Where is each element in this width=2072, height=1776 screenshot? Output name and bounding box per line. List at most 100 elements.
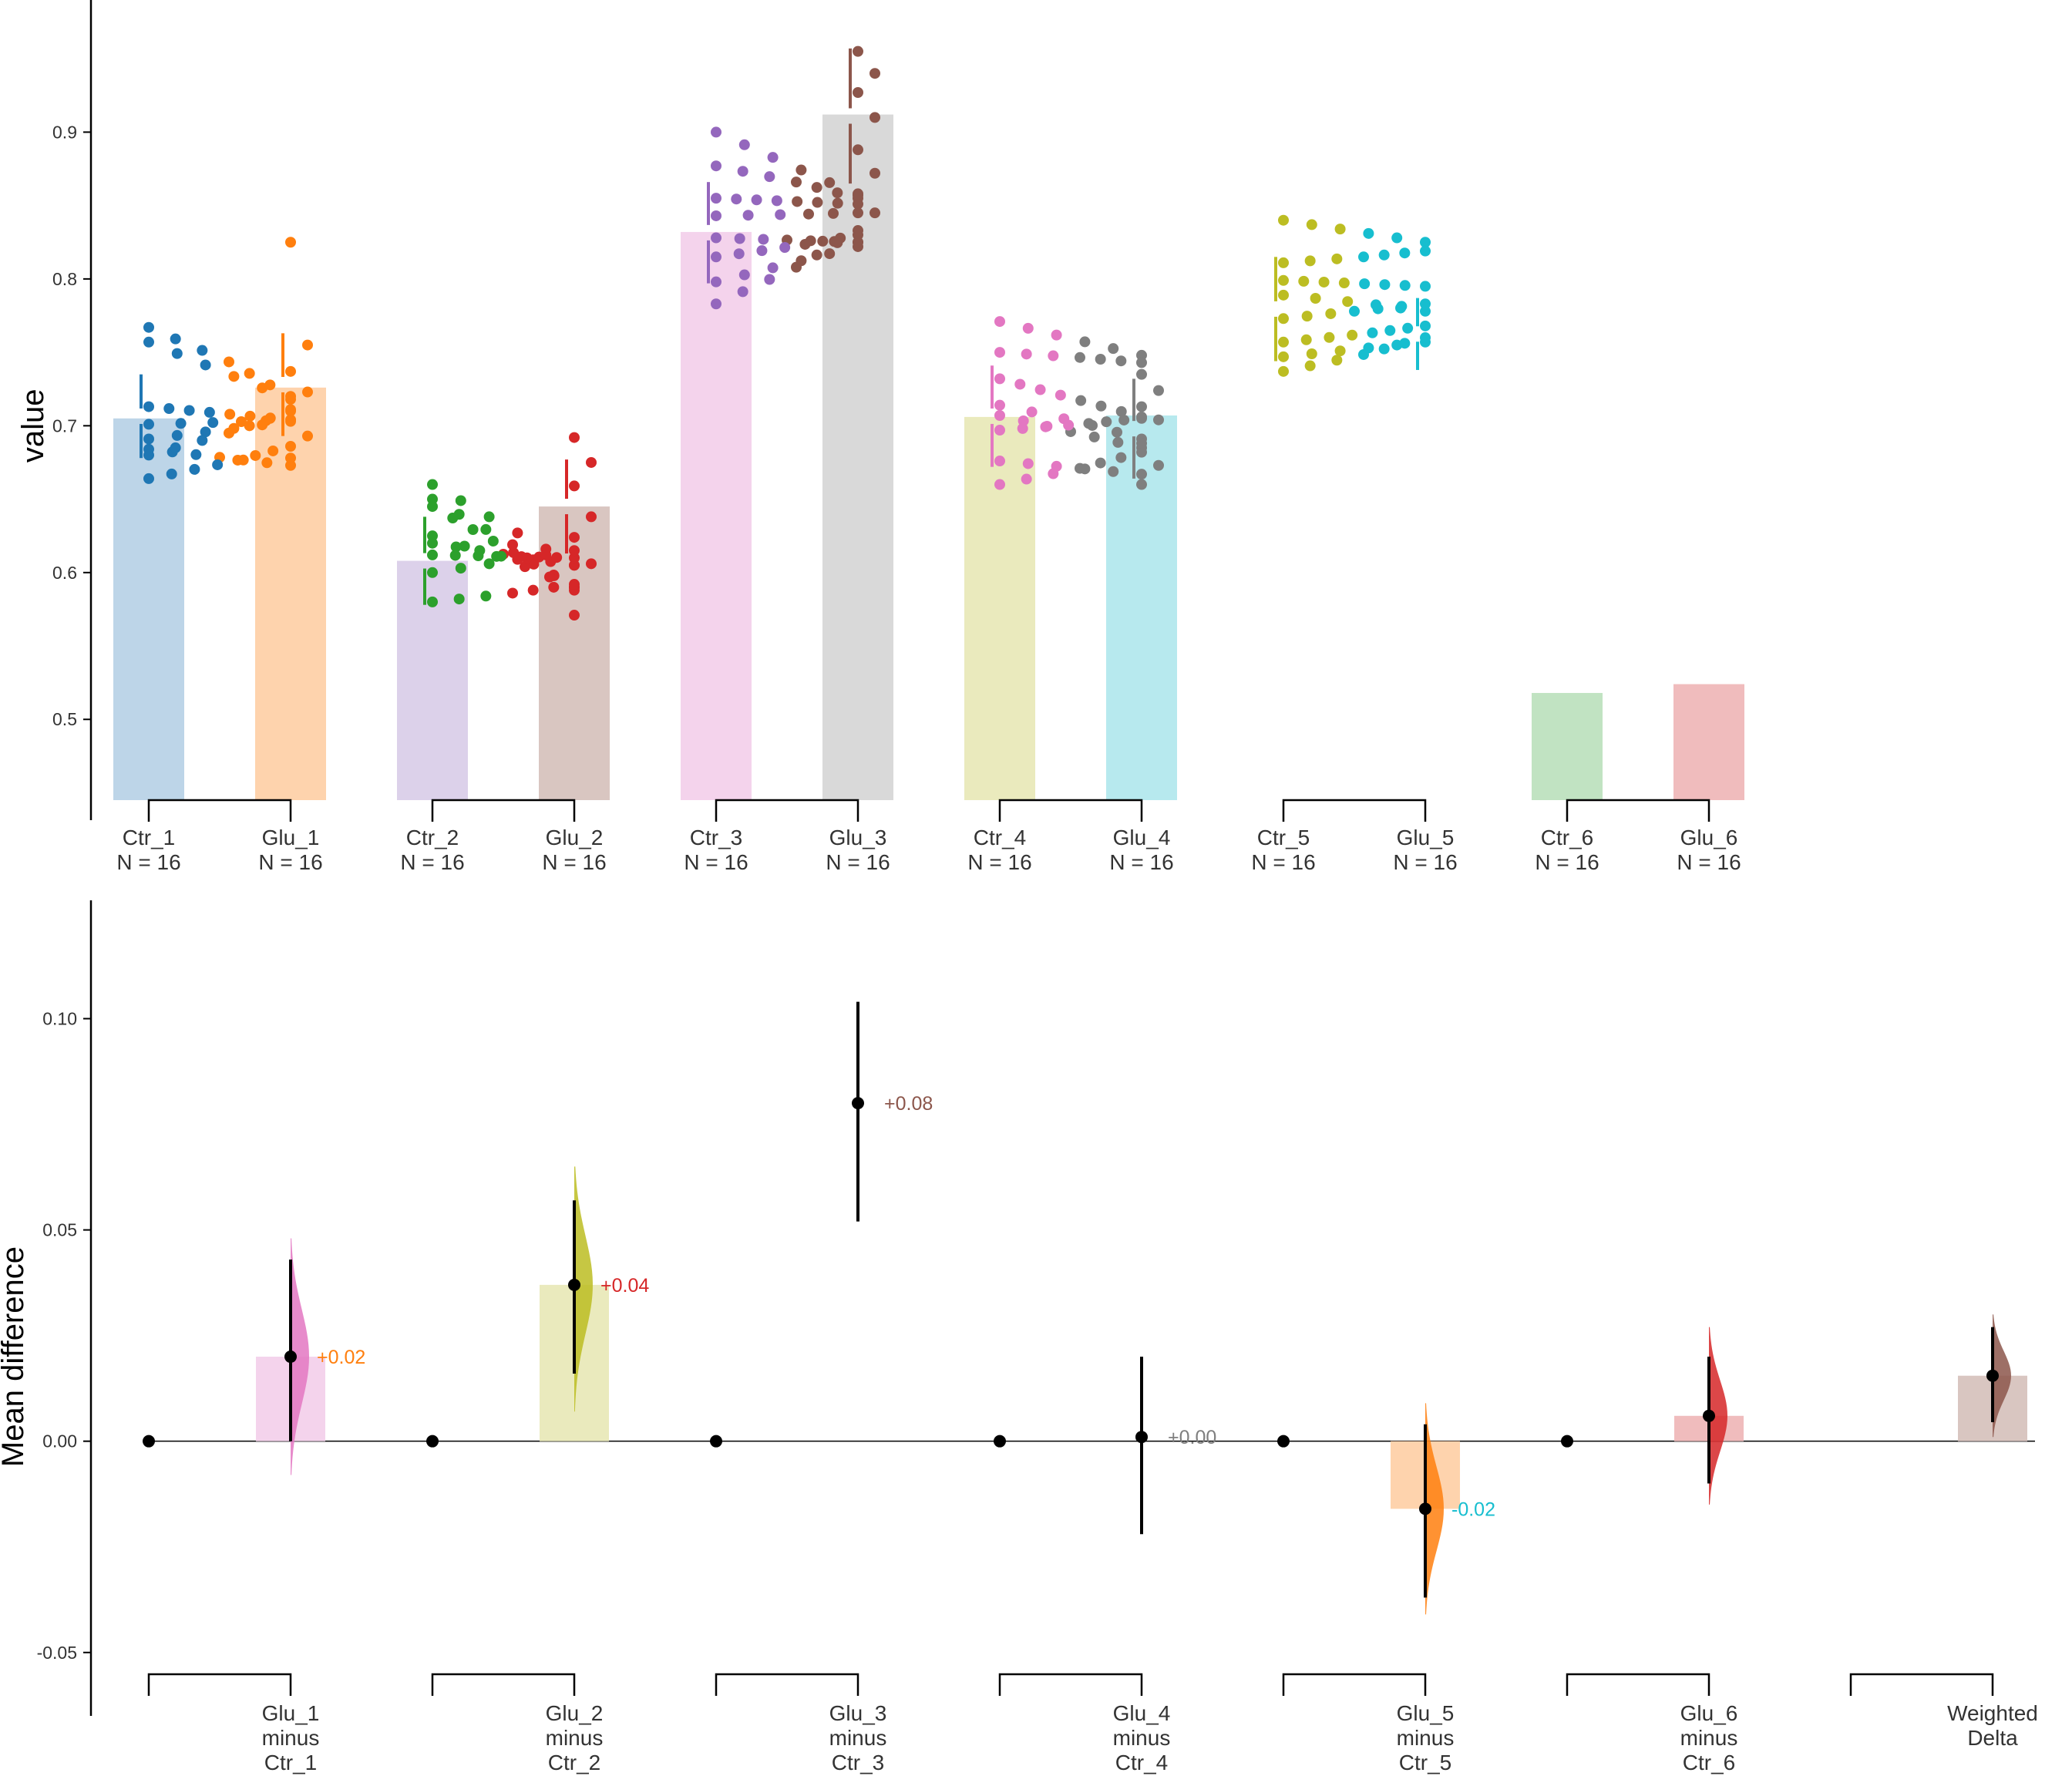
raw-paired-point	[994, 479, 1005, 490]
raw-point	[586, 456, 597, 468]
raw-paired-point	[1331, 253, 1343, 264]
contrast-label: Glu_1	[262, 1701, 320, 1725]
raw-n-label: N = 16	[116, 850, 180, 874]
raw-paired-point	[1391, 232, 1403, 244]
raw-paired-point	[1301, 311, 1313, 322]
raw-paired-point	[994, 456, 1005, 467]
raw-x-label: Glu_6	[1680, 826, 1738, 849]
raw-paired-point	[143, 433, 154, 445]
raw-paired-point	[224, 427, 234, 439]
raw-paired-point	[1379, 279, 1391, 291]
raw-n-label: N = 16	[826, 850, 890, 874]
raw-paired-point	[1048, 468, 1059, 479]
reference-zero-point	[1277, 1435, 1290, 1448]
raw-paired-point	[1095, 457, 1106, 469]
delta-y-tick-label: 0.00	[42, 1431, 77, 1451]
raw-paired-point	[1278, 257, 1289, 268]
raw-paired-point	[1420, 237, 1431, 248]
raw-x-label: Ctr_5	[1257, 826, 1310, 849]
raw-paired-point	[427, 537, 438, 549]
raw-paired-point	[1022, 322, 1034, 334]
raw-point	[870, 112, 880, 123]
reference-zero-point	[1561, 1435, 1573, 1448]
raw-paired-point	[143, 401, 154, 412]
raw-paired-point	[711, 210, 722, 221]
delta-value-label: +0.02	[317, 1347, 365, 1368]
raw-paired-point	[733, 248, 745, 260]
delta-y-tick-label: 0.10	[42, 1008, 77, 1028]
raw-pair-bracket	[998, 799, 1143, 822]
raw-point	[285, 365, 296, 377]
raw-x-label: Ctr_4	[974, 826, 1026, 849]
raw-paired-point	[803, 208, 814, 220]
delta-value-label: -0.02	[1451, 1498, 1495, 1520]
raw-point	[569, 610, 580, 621]
mean-difference-point	[568, 1278, 580, 1291]
raw-paired-point	[738, 139, 750, 150]
delta-panel: -0.05 0.00 0.05 0.10 Mean difference +0.02 Glu…	[0, 900, 2038, 1774]
mean-difference-point	[852, 1097, 864, 1110]
raw-x-label: Ctr_6	[1541, 826, 1593, 849]
raw-bar-glu_6	[1673, 684, 1744, 800]
raw-paired-point	[711, 193, 722, 204]
raw-paired-point	[267, 445, 279, 456]
raw-paired-point	[711, 298, 722, 310]
raw-point	[569, 532, 580, 543]
raw-n-label: N = 16	[258, 850, 322, 874]
raw-paired-point	[1358, 251, 1369, 263]
raw-paired-point	[751, 194, 762, 206]
mean-difference-point	[284, 1350, 297, 1364]
raw-paired-point	[1136, 357, 1147, 368]
raw-paired-point	[1278, 365, 1289, 377]
raw-paired-point	[1021, 473, 1032, 485]
raw-pair-bracket	[715, 799, 859, 822]
raw-paired-point	[1048, 350, 1059, 362]
raw-paired-point	[1054, 389, 1066, 401]
raw-paired-point	[1334, 224, 1346, 235]
raw-paired-point	[1420, 281, 1431, 292]
raw-paired-point	[1304, 255, 1316, 267]
raw-point	[1136, 401, 1147, 412]
contrast-label: Glu_6	[1680, 1701, 1738, 1725]
raw-paired-point	[1396, 301, 1408, 312]
raw-paired-point	[1420, 332, 1431, 344]
raw-paired-point	[427, 549, 438, 560]
raw-paired-point	[796, 164, 807, 176]
raw-paired-point	[1075, 395, 1087, 406]
raw-paired-point	[1399, 338, 1411, 349]
raw-paired-point	[449, 550, 461, 561]
raw-paired-point	[779, 242, 791, 254]
raw-point	[285, 237, 296, 248]
raw-paired-point	[758, 234, 769, 245]
raw-paired-point	[811, 182, 822, 193]
raw-point	[1136, 368, 1147, 380]
raw-paired-point	[994, 399, 1005, 411]
raw-paired-point	[853, 198, 863, 210]
contrast-bracket	[431, 1673, 576, 1696]
raw-paired-point	[791, 177, 802, 188]
raw-paired-point	[812, 197, 823, 208]
raw-x-label: Ctr_3	[690, 826, 742, 849]
raw-paired-point	[799, 238, 811, 250]
raw-point	[1153, 385, 1164, 396]
raw-point	[285, 404, 296, 415]
raw-paired-point	[1304, 360, 1316, 372]
raw-paired-point	[170, 442, 181, 453]
raw-paired-point	[764, 171, 775, 183]
raw-paired-point	[257, 419, 268, 431]
raw-paired-point	[520, 561, 530, 573]
raw-paired-point	[1420, 245, 1431, 257]
raw-paired-point	[767, 152, 779, 163]
contrast-label: Ctr_6	[1683, 1751, 1735, 1774]
raw-paired-point	[1347, 329, 1358, 341]
raw-paired-point	[1040, 421, 1051, 432]
raw-point	[853, 144, 863, 156]
raw-paired-point	[711, 160, 722, 172]
raw-paired-point	[285, 391, 296, 402]
raw-n-label: N = 16	[1109, 850, 1173, 874]
raw-paired-point	[1022, 458, 1034, 469]
raw-paired-point	[1051, 329, 1062, 341]
raw-paired-point	[427, 567, 438, 578]
raw-paired-point	[527, 584, 539, 596]
